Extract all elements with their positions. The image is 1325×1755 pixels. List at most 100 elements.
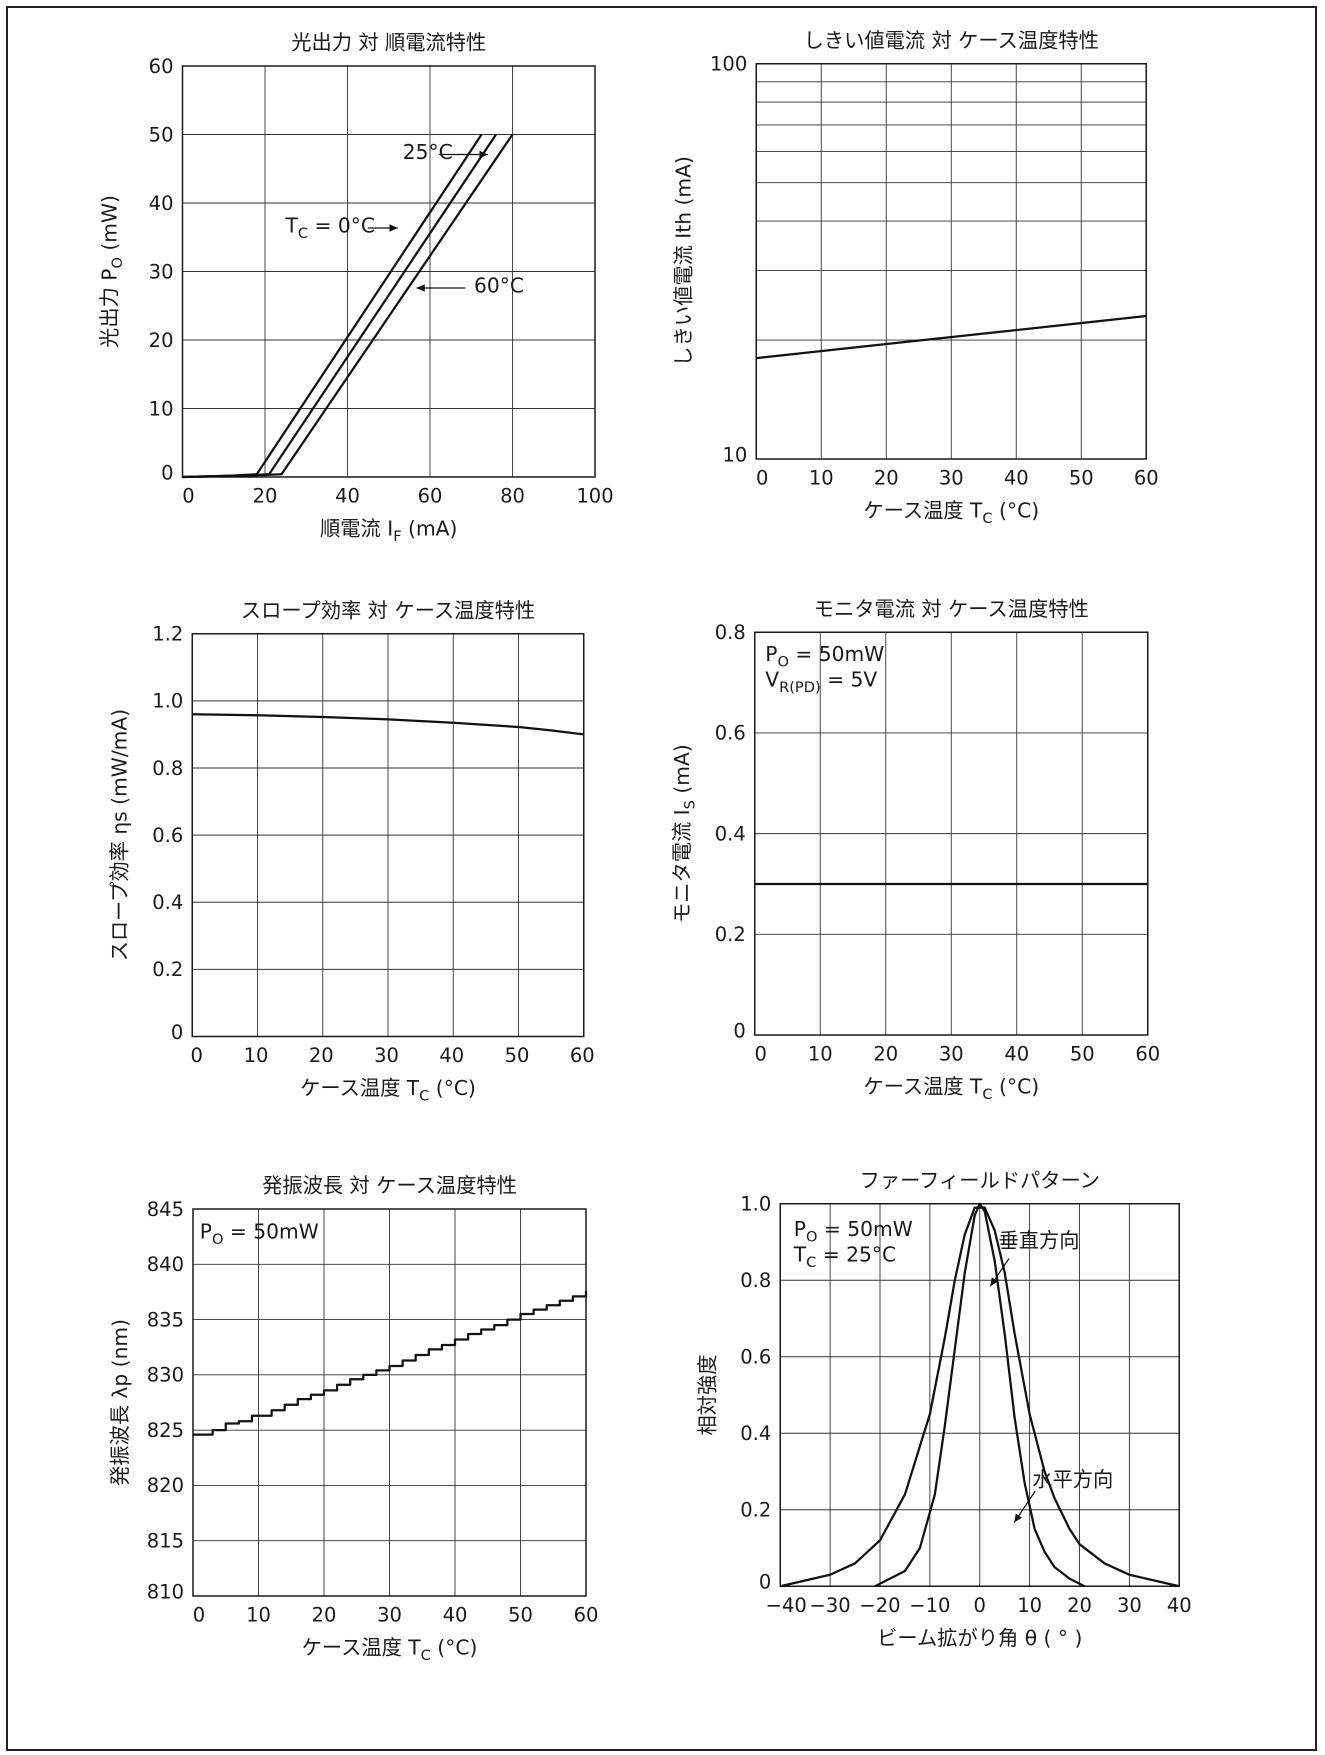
x-tick-label: 30 — [374, 1044, 399, 1067]
annotation-arrowhead — [389, 224, 398, 232]
x-axis-label: ケース温度 TC (°C) — [300, 1076, 476, 1105]
datasheet-frame — [6, 6, 1317, 1751]
x-tick-label: 40 — [439, 1044, 464, 1067]
chart-2: しきい値電流 対 ケース温度特性 0 10 20 30 40 50 60 10 100 ケース温度 … — [671, 28, 1158, 527]
x-tick-label: 50 — [1069, 467, 1094, 490]
y-axis-label: 光出力 PO (mW) — [98, 195, 127, 348]
x-tick-label: 30 — [1117, 1594, 1142, 1617]
x-tick-label: 0 — [193, 1604, 205, 1627]
plot-frame — [754, 631, 1149, 1036]
x-tick-label: 0 — [182, 485, 194, 508]
x-tick-label: 50 — [1070, 1043, 1095, 1066]
x-tick-label: −30 — [810, 1594, 851, 1617]
x-tick-label: 100 — [576, 485, 613, 508]
series-line — [756, 314, 1147, 360]
x-tick-label: −40 — [766, 1594, 807, 1617]
plot-frame — [755, 63, 1147, 460]
y-tick-label: 810 — [147, 1580, 184, 1603]
grid — [182, 65, 596, 478]
x-tick-label: 40 — [443, 1604, 468, 1627]
chart-6: ファーフィールドパターン −40 −30 −20 −10 0 10 20 30 40 0 0.2 0.4… — [695, 1168, 1191, 1650]
x-tick-label: 20 — [253, 485, 278, 508]
y-axis-label: モニタ電流 IS (mA) — [670, 744, 699, 923]
chart-title: モニタ電流 対 ケース温度特性 — [814, 597, 1089, 621]
y-tick-label: 830 — [147, 1364, 184, 1387]
chart-title: 光出力 対 順電流特性 — [291, 31, 486, 55]
x-axis-label: ケース温度 TC (°C) — [863, 1075, 1039, 1104]
condition-label: PO = 50mW — [200, 1219, 319, 1248]
x-tick-label: 20 — [1067, 1594, 1092, 1617]
x-tick-label: 0 — [756, 467, 768, 490]
y-tick-label: 0.8 — [152, 757, 183, 780]
series-line — [779, 1206, 1180, 1588]
y-tick-label: 845 — [147, 1198, 184, 1221]
x-tick-label: 50 — [508, 1604, 533, 1627]
y-tick-label: 0.8 — [715, 621, 746, 644]
y-tick-label: 1.0 — [740, 1193, 771, 1216]
y-tick-label: 50 — [149, 123, 174, 146]
x-tick-label: 20 — [873, 1043, 898, 1066]
annotation-arrowhead — [990, 1277, 998, 1287]
series-line — [874, 1202, 1085, 1588]
chart-1: 光出力 対 順電流特性 0 20 40 60 80 100 0 10 20 30 40 50 60 順電流 … — [98, 31, 614, 546]
x-axis-label: ビーム拡がり角 θ ( ° ) — [877, 1626, 1082, 1650]
annotation-arrowhead — [479, 150, 488, 159]
x-axis-label: 順電流 IF (mA) — [320, 517, 457, 546]
chart-title: ファーフィールドパターン — [860, 1168, 1100, 1192]
annotation-arrowhead — [1014, 1513, 1022, 1523]
x-tick-label: 30 — [939, 467, 964, 490]
plot-frame — [191, 633, 585, 1038]
y-tick-label: 0 — [733, 1019, 745, 1042]
grid — [191, 633, 585, 1037]
y-axis-label: 発振波長 λp (nm) — [108, 1319, 132, 1486]
x-tick-label: 60 — [574, 1604, 599, 1627]
x-tick-label: 60 — [570, 1044, 595, 1067]
annotation-label: 水平方向 — [1032, 1468, 1113, 1492]
y-tick-label: 0.2 — [715, 923, 746, 946]
y-tick-label: 0.4 — [152, 891, 183, 914]
chart-5: 発振波長 対 ケース温度特性 0 10 20 30 40 50 60 810 815 820 825 8… — [108, 1174, 598, 1665]
y-tick-label: 825 — [147, 1419, 184, 1442]
chart-4: モニタ電流 対 ケース温度特性 0 10 20 30 40 50 60 0 0.2 0.4 0.6 0.… — [670, 597, 1160, 1103]
y-tick-label: 30 — [149, 260, 174, 283]
y-tick-label: 0.6 — [152, 824, 183, 847]
y-tick-label: 0.6 — [715, 722, 746, 745]
x-tick-label: 60 — [1134, 467, 1159, 490]
x-tick-label: 60 — [418, 485, 443, 508]
condition-label: VR(PD) = 5V — [765, 667, 877, 696]
x-tick-label: 10 — [1017, 1594, 1042, 1617]
y-tick-label: 10 — [722, 443, 747, 466]
y-tick-label: 1.2 — [152, 623, 183, 646]
y-tick-label: 20 — [149, 329, 174, 352]
y-tick-label: 0.8 — [740, 1269, 771, 1292]
y-tick-label: 815 — [147, 1529, 184, 1552]
y-tick-label: 60 — [149, 55, 174, 78]
x-tick-label: 30 — [377, 1604, 402, 1627]
annotation-label: TC = 0°C — [284, 214, 375, 243]
x-tick-label: 40 — [1004, 1043, 1029, 1066]
y-tick-label: 0.4 — [715, 822, 746, 845]
series-line — [182, 133, 483, 479]
annotation-label: 25°C — [403, 140, 453, 164]
x-tick-label: −10 — [909, 1594, 950, 1617]
x-tick-label: 0 — [974, 1594, 986, 1617]
x-tick-label: 0 — [755, 1043, 767, 1066]
y-tick-label: 10 — [149, 397, 174, 420]
annotation-label: 60°C — [474, 274, 524, 298]
plot-frame — [181, 65, 596, 478]
y-tick-label: 820 — [147, 1474, 184, 1497]
grid — [755, 63, 1147, 459]
x-tick-label: 50 — [505, 1044, 530, 1067]
x-tick-label: 20 — [309, 1044, 334, 1067]
series-line — [193, 1290, 588, 1436]
annotation-label: 垂直方向 — [998, 1228, 1079, 1252]
series-line — [192, 713, 584, 736]
x-tick-label: 40 — [335, 485, 360, 508]
chart-title: スロープ効率 対 ケース温度特性 — [241, 598, 535, 622]
x-tick-label: 60 — [1135, 1043, 1160, 1066]
y-tick-label: 40 — [149, 192, 174, 215]
y-tick-label: 0.4 — [740, 1422, 771, 1445]
y-tick-label: 0.2 — [152, 958, 183, 981]
y-axis-label: スロープ効率 ηs (mW/mA) — [107, 709, 131, 962]
x-tick-label: 40 — [1004, 467, 1029, 490]
